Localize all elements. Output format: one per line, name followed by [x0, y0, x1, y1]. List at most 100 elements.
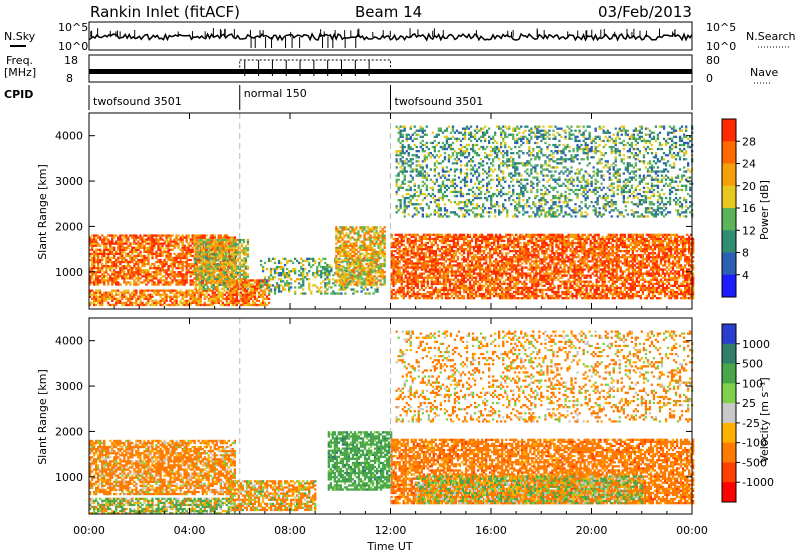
range-gate-cell	[177, 275, 180, 278]
range-gate-cell	[373, 275, 376, 278]
range-gate-cell	[216, 267, 219, 270]
range-gate-cell	[434, 290, 437, 294]
range-gate-cell	[448, 266, 452, 269]
range-gate-cell	[446, 266, 450, 269]
range-gate-cell	[147, 238, 150, 241]
range-gate-cell	[390, 235, 393, 238]
range-gate-cell	[458, 290, 462, 294]
range-gate-cell	[452, 274, 456, 277]
range-gate-cell	[236, 243, 239, 246]
range-gate-cell	[123, 289, 126, 292]
range-gate-cell	[155, 256, 158, 260]
range-gate-cell	[448, 260, 452, 263]
range-gate-cell	[191, 301, 194, 304]
range-gate-cell	[511, 270, 514, 273]
range-gate-cell	[523, 292, 526, 296]
range-gate-cell	[474, 294, 478, 298]
range-gate-cell	[125, 297, 128, 300]
range-gate-cell	[107, 250, 110, 253]
range-gate-cell	[125, 289, 128, 292]
range-gate-cell	[438, 268, 441, 271]
range-gate-cell	[101, 254, 104, 258]
range-gate-cell	[226, 247, 229, 250]
range-gate-cell	[424, 241, 427, 245]
range-gate-cell	[269, 288, 273, 291]
range-gate-cell	[485, 248, 488, 251]
range-gate-cell	[175, 242, 178, 245]
range-gate-cell	[420, 284, 423, 287]
range-gate-cell	[183, 299, 186, 302]
range-gate-cell	[107, 238, 110, 241]
range-gate-cell	[147, 256, 150, 260]
range-gate-cell	[337, 238, 340, 241]
range-gate-cell	[235, 287, 238, 290]
range-gate-cell	[240, 249, 244, 252]
range-gate-cell	[218, 275, 221, 278]
range-gate-cell	[420, 294, 423, 298]
range-gate-cell	[448, 239, 452, 243]
range-gate-cell	[523, 288, 526, 292]
range-gate-cell	[414, 243, 417, 247]
range-gate-cell	[359, 262, 362, 266]
range-gate-cell	[400, 241, 403, 245]
range-gate-cell	[194, 253, 197, 256]
range-gate-cell	[169, 271, 172, 274]
range-gate-cell	[357, 256, 360, 260]
range-gate-cell	[489, 274, 492, 277]
range-gate-cell	[123, 250, 126, 253]
range-gate-cell	[450, 235, 454, 238]
range-gate-cell	[442, 250, 446, 253]
range-gate-cell	[200, 271, 203, 274]
range-gate-cell	[245, 297, 249, 300]
range-gate-cell	[247, 297, 251, 300]
range-gate-cell	[464, 288, 468, 292]
range-gate-cell	[91, 297, 94, 300]
range-gate-cell	[238, 251, 241, 254]
range-gate-cell	[499, 250, 502, 253]
range-gate-cell	[193, 297, 196, 300]
range-gate-cell	[328, 278, 331, 281]
range-gate-cell	[115, 258, 118, 262]
range-gate-cell	[97, 265, 100, 268]
range-gate-cell	[326, 274, 329, 277]
range-gate-cell	[167, 252, 170, 255]
range-gate-cell	[343, 246, 346, 249]
range-gate-cell	[211, 238, 214, 241]
range-gate-cell	[200, 240, 203, 244]
range-gate-cell	[420, 235, 423, 238]
range-gate-cell	[121, 267, 124, 270]
range-gate-cell	[466, 254, 470, 257]
range-gate-cell	[428, 252, 431, 255]
range-gate-cell	[326, 265, 329, 269]
range-gate-cell	[235, 297, 238, 300]
range-gate-cell	[400, 233, 403, 236]
range-gate-cell	[507, 248, 510, 251]
range-gate-cell	[179, 256, 182, 260]
range-gate-cell	[224, 285, 227, 289]
range-gate-cell	[139, 260, 142, 264]
range-gate-cell	[507, 239, 510, 243]
range-gate-cell	[219, 293, 222, 296]
range-gate-cell	[284, 263, 287, 267]
range-gate-cell	[406, 276, 409, 279]
range-gate-cell	[345, 234, 348, 237]
range-gate-cell	[521, 276, 524, 279]
range-gate-cell	[282, 265, 285, 269]
range-gate-cell	[505, 286, 508, 290]
range-gate-cell	[452, 290, 456, 294]
range-gate-cell	[396, 278, 399, 281]
range-gate-cell	[472, 276, 476, 279]
range-gate-cell	[485, 243, 488, 247]
range-gate-cell	[379, 262, 382, 266]
range-gate-cell	[93, 254, 96, 258]
range-gate-cell	[201, 289, 204, 292]
range-gate-cell	[123, 248, 126, 251]
range-gate-cell	[400, 276, 403, 279]
range-gate-cell	[418, 280, 421, 283]
range-gate-cell	[183, 275, 186, 278]
range-gate-cell	[466, 241, 470, 245]
range-gate-cell	[183, 252, 186, 255]
range-gate-cell	[257, 291, 261, 294]
range-gate-cell	[214, 275, 217, 278]
range-gate-cell	[491, 280, 494, 283]
